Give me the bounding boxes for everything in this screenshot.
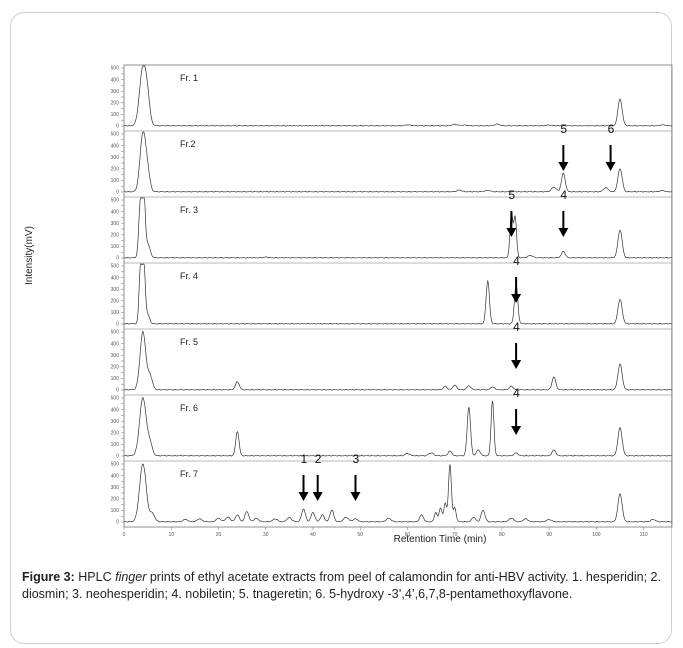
y-tick-label: 400 <box>111 143 120 149</box>
chromatogram-trace <box>124 396 673 457</box>
figure-frame <box>10 12 672 644</box>
y-tick-label: 500 <box>111 462 120 468</box>
peak-annotation-label: 5 <box>508 188 515 202</box>
y-tick-label: 400 <box>111 341 120 347</box>
peak-arrow-head <box>558 228 569 237</box>
chromatogram-trace <box>123 197 673 259</box>
y-tick-label: 200 <box>111 497 120 503</box>
panel-label: Fr. 3 <box>180 205 198 215</box>
y-tick-label: 400 <box>111 473 120 479</box>
y-tick-label: 200 <box>111 365 120 371</box>
y-tick-label: 500 <box>111 198 120 204</box>
y-tick-label: 400 <box>111 407 120 413</box>
x-tick-label: 50 <box>357 532 363 538</box>
y-tick-label: 100 <box>111 178 120 184</box>
y-tick-label: 400 <box>111 77 120 83</box>
chromatogram-trace <box>124 330 672 391</box>
y-tick-label: 0 <box>116 124 119 130</box>
y-tick-label: 400 <box>111 275 120 281</box>
peak-arrow-head <box>511 426 522 435</box>
peak-annotation-label: 4 <box>513 254 520 268</box>
y-tick-label: 500 <box>111 132 120 138</box>
y-tick-label: 300 <box>111 419 120 425</box>
peak-arrow-head <box>350 492 361 501</box>
y-tick-label: 0 <box>116 388 119 394</box>
panel-label: Fr. 4 <box>180 271 198 281</box>
x-tick-label: 100 <box>592 532 601 538</box>
y-tick-label: 100 <box>111 508 120 514</box>
caption-text-2: prints of ethyl acetate extracts from pe… <box>22 570 661 601</box>
y-tick-label: 200 <box>111 233 120 239</box>
chromatogram-trace <box>123 463 673 523</box>
figure-caption: Figure 3: HPLC finger prints of ethyl ac… <box>22 569 662 603</box>
y-tick-label: 0 <box>116 190 119 196</box>
y-tick-label: 100 <box>111 112 120 118</box>
y-tick-label: 0 <box>116 256 119 262</box>
x-axis-label: Retention Time (min) <box>394 534 487 545</box>
y-tick-label: 500 <box>111 396 120 402</box>
peak-annotation-label: 2 <box>315 452 322 466</box>
y-tick-label: 0 <box>116 454 119 460</box>
plot-frame <box>123 64 673 528</box>
y-tick-label: 100 <box>111 244 120 250</box>
panel-label: Fr.2 <box>180 139 196 149</box>
panel-label: Fr. 7 <box>180 469 198 479</box>
peak-arrow-head <box>511 360 522 369</box>
y-tick-label: 100 <box>111 376 120 382</box>
x-tick-label: 70 <box>452 532 458 538</box>
peak-arrow-head <box>511 294 522 303</box>
peak-annotation-label: 1 <box>301 452 308 466</box>
x-tick-label: 20 <box>216 532 222 538</box>
y-axis-label: Intensity(mV) <box>24 226 35 285</box>
peak-annotation-label: 4 <box>560 188 567 202</box>
chromatogram-trace <box>124 263 673 325</box>
y-tick-label: 200 <box>111 101 120 107</box>
y-tick-label: 300 <box>111 485 120 491</box>
peak-annotation-label: 3 <box>352 452 359 466</box>
chromatogram-trace <box>123 65 672 127</box>
x-tick-label: 90 <box>546 532 552 538</box>
y-tick-label: 500 <box>111 66 120 72</box>
y-tick-label: 100 <box>111 310 120 316</box>
y-tick-label: 200 <box>111 167 120 173</box>
y-tick-label: 0 <box>116 520 119 526</box>
peak-arrow-head <box>506 228 517 237</box>
y-tick-label: 200 <box>111 299 120 305</box>
peak-arrow-head <box>558 162 569 171</box>
peak-annotation-label: 4 <box>513 386 520 400</box>
y-tick-label: 300 <box>111 155 120 161</box>
peak-arrow-head <box>312 492 323 501</box>
x-tick-label: 110 <box>640 532 648 538</box>
x-tick-label: 10 <box>168 532 174 538</box>
y-tick-label: 400 <box>111 209 120 215</box>
x-tick-label: 60 <box>405 532 411 538</box>
y-tick-label: 300 <box>111 353 120 359</box>
y-tick-label: 200 <box>111 431 120 437</box>
caption-text-1: HPLC <box>74 570 116 584</box>
peak-arrow-head <box>298 492 309 501</box>
chromatogram-trace <box>123 131 673 193</box>
x-tick-label: 40 <box>310 532 316 538</box>
peak-annotation-label: 4 <box>513 320 520 334</box>
panel-label: Fr. 1 <box>180 73 198 83</box>
panel-label: Fr. 5 <box>180 337 198 347</box>
peak-arrow-head <box>605 162 616 171</box>
caption-italic-word: finger <box>115 570 147 584</box>
y-tick-label: 500 <box>111 330 120 336</box>
x-tick-label: 80 <box>499 532 505 538</box>
y-tick-label: 300 <box>111 89 120 95</box>
panel-label: Fr. 6 <box>180 403 198 413</box>
caption-label: Figure 3: <box>22 570 75 584</box>
peak-annotation-label: 5 <box>560 122 567 136</box>
x-tick-label: 30 <box>263 532 269 538</box>
y-tick-label: 300 <box>111 287 120 293</box>
y-tick-label: 300 <box>111 221 120 227</box>
y-tick-label: 0 <box>116 322 119 328</box>
y-tick-label: 500 <box>111 264 120 270</box>
y-tick-label: 100 <box>111 442 120 448</box>
peak-annotation-label: 6 <box>608 122 615 136</box>
x-tick-label: 0 <box>123 532 126 538</box>
